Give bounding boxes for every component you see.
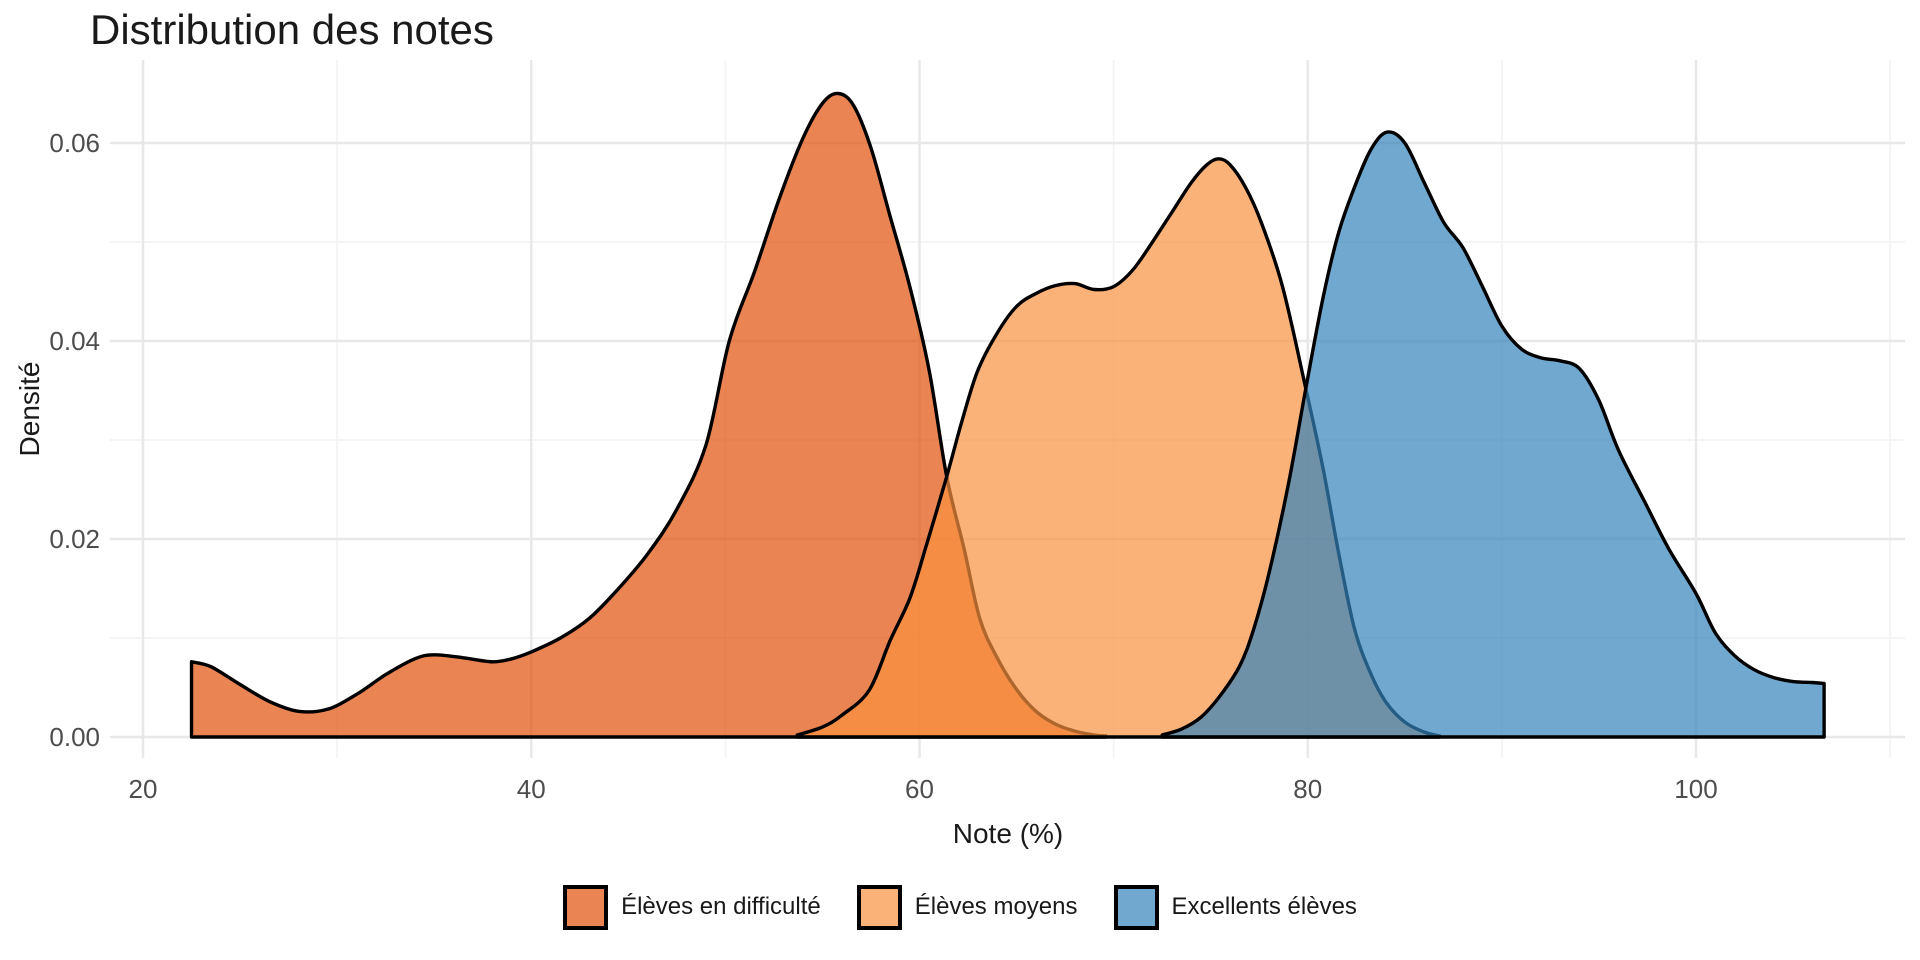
y-tick-label-0.04: 0.04 xyxy=(49,326,100,356)
y-tick-label-0.00: 0.00 xyxy=(49,722,100,752)
legend-swatch-icon xyxy=(856,884,902,930)
legend-swatch-icon xyxy=(1113,884,1159,930)
x-tick-label-20: 20 xyxy=(128,774,158,804)
chart-title: Distribution des notes xyxy=(90,6,494,53)
legend-item-2: Élèves moyens xyxy=(856,884,1078,930)
x-axis-title: Note (%) xyxy=(952,818,1064,849)
y-tick-label-0.06: 0.06 xyxy=(49,128,100,158)
y-axis-title: Densité xyxy=(14,361,45,457)
legend-swatch-icon xyxy=(563,884,609,930)
legend-swatch-fill xyxy=(567,888,605,926)
legend-swatch-fill xyxy=(1117,888,1155,926)
legend: Élèves en difficulté Élèves moyens Excelle… xyxy=(0,884,1920,930)
density-area-3 xyxy=(1160,130,1826,739)
x-tick-label-40: 40 xyxy=(516,774,546,804)
x-tick-label-80: 80 xyxy=(1293,774,1323,804)
x-tick-label-60: 60 xyxy=(905,774,934,804)
y-tick-label-0.02: 0.02 xyxy=(49,524,100,554)
legend-label: Élèves en difficulté xyxy=(621,893,821,920)
legend-label: Excellents élèves xyxy=(1171,893,1357,920)
legend-swatch-fill xyxy=(860,888,898,926)
legend-item-1: Élèves en difficulté xyxy=(563,884,821,930)
legend-item-3: Excellents élèves xyxy=(1113,884,1357,930)
legend-label: Élèves moyens xyxy=(914,893,1078,920)
x-tick-label-100: 100 xyxy=(1674,774,1718,804)
